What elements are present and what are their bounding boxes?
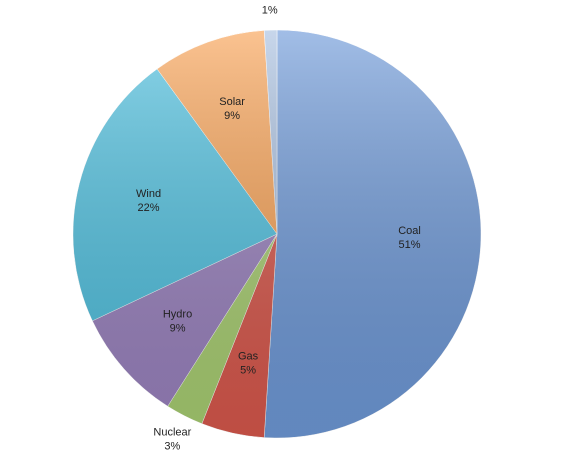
slice-value-label: 51% xyxy=(399,239,421,251)
slice-label: Coal xyxy=(398,225,421,237)
slice-label: Solar xyxy=(219,96,245,108)
slice-value-label: 22% xyxy=(138,202,160,214)
slice-label: Gas xyxy=(238,350,259,362)
slice-label: Biomass xyxy=(249,0,292,2)
slice-value-label: 9% xyxy=(170,323,186,335)
slice-value-label: 1% xyxy=(262,4,278,16)
pie-slice xyxy=(263,29,482,439)
slice-label: Wind xyxy=(136,188,161,200)
slice-value-label: 9% xyxy=(224,110,240,122)
slice-value-label: 3% xyxy=(164,440,180,452)
slice-value-label: 5% xyxy=(240,364,256,376)
slice-label: Hydro xyxy=(163,309,192,321)
slice-label: Nuclear xyxy=(153,426,191,438)
labels: Coal 51% Gas 5% Nuclear 3% Hydro 9% Wind 22% Solar… xyxy=(136,0,421,452)
